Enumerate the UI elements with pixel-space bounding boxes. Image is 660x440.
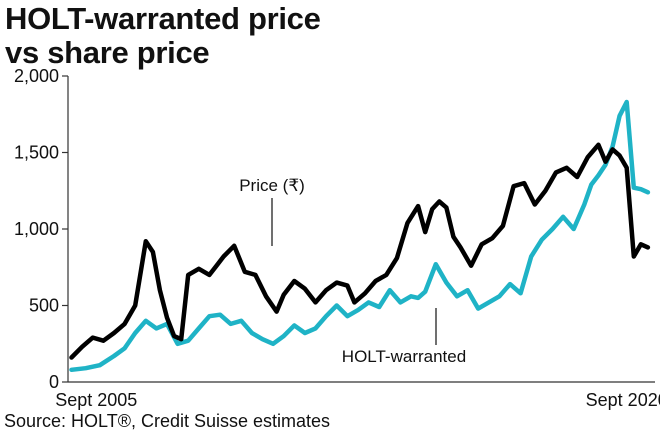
series-line-holt: [69, 99, 651, 373]
y-axis: 0 500 1,000 1,500 2,000: [14, 66, 69, 392]
y-tick-label: 1,000: [14, 219, 59, 239]
annotation-holt-label: HOLT-warranted: [342, 347, 466, 366]
annotation-layer: Price (₹) HOLT-warranted: [239, 176, 466, 366]
y-tick-label: 1,500: [14, 143, 59, 163]
y-tick-label: 2,000: [14, 66, 59, 86]
x-axis: Sept 2005 Sept 2020: [55, 381, 660, 410]
source-note: Source: HOLT®, Credit Suisse estimates: [4, 411, 331, 431]
annotation-price-label: Price (₹): [239, 176, 305, 195]
series-layer: [69, 99, 651, 373]
chart-title: HOLT-warranted price vs share price: [5, 2, 321, 70]
x-tick-label: Sept 2005: [55, 390, 137, 410]
x-tick-label: Sept 2020: [586, 390, 660, 410]
chart-title-line1: HOLT-warranted price: [5, 1, 321, 36]
y-tick-label: 500: [29, 296, 59, 316]
chart-title-line2: vs share price: [5, 35, 210, 70]
series-line-price: [69, 142, 651, 360]
y-tick-label: 0: [49, 372, 59, 392]
